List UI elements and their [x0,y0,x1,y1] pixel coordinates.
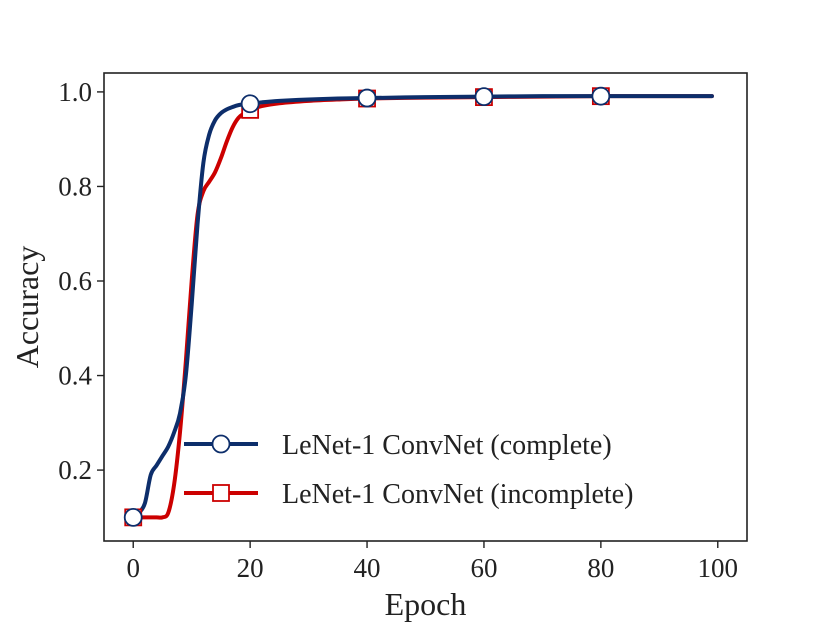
x-axis-label: Epoch [385,586,467,622]
y-tick-label: 0.6 [58,266,92,296]
x-tick-label: 0 [126,553,140,583]
series-0-marker [240,94,260,114]
series-0-marker [123,507,143,527]
legend-marker-1 [212,484,230,502]
y-tick-label: 0.8 [58,171,92,201]
legend-marker-0 [211,434,231,454]
x-tick-label: 40 [354,553,381,583]
series-0-marker [357,88,377,108]
x-tick-label: 100 [698,553,739,583]
x-tick-label: 20 [237,553,264,583]
chart-legend: LeNet-1 ConvNet (complete) LeNet-1 ConvNe… [184,430,633,510]
x-tick-label: 80 [587,553,614,583]
plot-frame [103,72,748,542]
legend-label-1: LeNet-1 ConvNet (incomplete) [282,479,633,510]
legend-label-0: LeNet-1 ConvNet (complete) [282,430,612,461]
series-0-marker [591,86,611,106]
series-line-0 [131,94,714,520]
y-tick-label: 0.4 [58,361,92,391]
y-axis-label: Accuracy [9,246,45,369]
series-0-marker [474,87,494,107]
chart-marks: 0 20 40 60 80 100 0.2 0.4 0.6 0.8 1.0 Epoch Accuracy [9,72,748,622]
x-tick-label: 60 [470,553,497,583]
y-tick-label: 1.0 [58,77,92,107]
y-tick-label: 0.2 [58,455,92,485]
